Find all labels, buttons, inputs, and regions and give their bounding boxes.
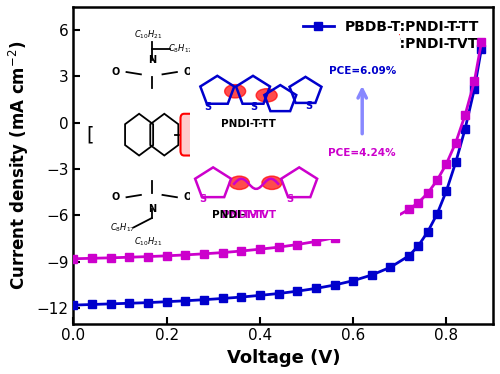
PBDB-T:PNDI-TVT — [182, 253, 188, 257]
PBDB-T:PNDI-T-TT — [462, 127, 468, 131]
PBDB-T:PNDI-T-TT — [453, 160, 459, 165]
PBDB-T:PNDI-TVT — [201, 252, 207, 256]
PBDB-T:PNDI-T-TT — [238, 295, 244, 299]
PBDB-T:PNDI-T-TT — [388, 265, 394, 270]
PBDB-T:PNDI-TVT — [238, 249, 244, 253]
PBDB-T:PNDI-T-TT — [406, 254, 412, 258]
PBDB-T:PNDI-TVT — [108, 255, 114, 260]
PBDB-T:PNDI-TVT — [313, 239, 319, 244]
Text: S: S — [204, 102, 212, 112]
Line: PBDB-T:PNDI-TVT: PBDB-T:PNDI-TVT — [70, 39, 485, 263]
PBDB-T:PNDI-TVT — [462, 113, 468, 117]
PBDB-T:PNDI-TVT — [126, 255, 132, 260]
PBDB-T:PNDI-TVT — [276, 245, 281, 249]
PBDB-T:PNDI-TVT — [369, 225, 375, 230]
PBDB-T:PNDI-TVT — [294, 242, 300, 247]
PBDB-T:PNDI-T-TT — [89, 302, 95, 307]
Legend: PBDB-T:PNDI-T-TT, PBDB-T:PNDI-TVT: PBDB-T:PNDI-T-TT, PBDB-T:PNDI-TVT — [300, 17, 482, 54]
PBDB-T:PNDI-TVT — [164, 254, 170, 258]
PBDB-T:PNDI-TVT — [350, 231, 356, 235]
PBDB-T:PNDI-T-TT — [201, 297, 207, 302]
PBDB-T:PNDI-TVT — [388, 218, 394, 222]
Text: O: O — [184, 192, 192, 202]
Text: O: O — [112, 67, 120, 77]
PBDB-T:PNDI-T-TT — [145, 300, 151, 305]
PBDB-T:PNDI-T-TT — [313, 286, 319, 291]
PBDB-T:PNDI-TVT — [89, 256, 95, 261]
PBDB-T:PNDI-T-TT — [472, 86, 478, 91]
PBDB-T:PNDI-TVT — [444, 162, 450, 166]
PBDB-T:PNDI-T-TT — [276, 291, 281, 296]
PBDB-T:PNDI-TVT — [70, 257, 76, 261]
Line: PBDB-T:PNDI-T-TT: PBDB-T:PNDI-T-TT — [70, 45, 485, 309]
PBDB-T:PNDI-T-TT — [108, 301, 114, 306]
Ellipse shape — [230, 176, 250, 190]
PBDB-T:PNDI-T-TT — [257, 293, 263, 298]
FancyBboxPatch shape — [186, 31, 402, 243]
PBDB-T:PNDI-TVT — [453, 140, 459, 145]
Ellipse shape — [256, 89, 277, 102]
Text: [: [ — [87, 125, 94, 144]
Text: PNDI-: PNDI- — [212, 210, 246, 220]
Text: N: N — [148, 55, 156, 65]
PBDB-T:PNDI-TVT — [472, 79, 478, 83]
PBDB-T:PNDI-T-TT — [126, 301, 132, 306]
PBDB-T:PNDI-T-TT — [220, 296, 226, 301]
Y-axis label: Current density (mA cm$^{-2}$): Current density (mA cm$^{-2}$) — [7, 41, 31, 290]
PBDB-T:PNDI-T-TT — [478, 46, 484, 51]
Text: PCE=4.24%: PCE=4.24% — [328, 148, 396, 158]
X-axis label: Voltage (V): Voltage (V) — [226, 349, 340, 367]
PBDB-T:PNDI-TVT — [332, 236, 338, 240]
Text: ]: ] — [216, 125, 224, 144]
Text: O: O — [184, 67, 192, 77]
Text: O: O — [112, 192, 120, 202]
PBDB-T:PNDI-TVT — [478, 40, 484, 45]
Text: n: n — [226, 144, 232, 154]
PBDB-T:PNDI-T-TT — [416, 243, 422, 248]
PBDB-T:PNDI-T-TT — [164, 300, 170, 304]
PBDB-T:PNDI-TVT — [220, 250, 226, 255]
Text: PNDI-T-TT: PNDI-T-TT — [222, 119, 276, 129]
PBDB-T:PNDI-T-TT — [444, 188, 450, 193]
Text: TVT: TVT — [243, 210, 266, 220]
Text: Ar: Ar — [192, 130, 205, 140]
PBDB-T:PNDI-TVT — [425, 191, 431, 195]
PBDB-T:PNDI-T-TT — [350, 279, 356, 283]
Text: $C_{10}H_{21}$: $C_{10}H_{21}$ — [134, 29, 162, 41]
FancyBboxPatch shape — [180, 114, 216, 156]
PBDB-T:PNDI-T-TT — [294, 289, 300, 294]
PBDB-T:PNDI-T-TT — [182, 298, 188, 303]
Text: PCE=6.09%: PCE=6.09% — [328, 66, 396, 76]
Text: $C_{8}H_{17}$: $C_{8}H_{17}$ — [110, 221, 136, 234]
Text: $C_{8}H_{17}$: $C_{8}H_{17}$ — [168, 43, 193, 55]
PBDB-T:PNDI-T-TT — [332, 283, 338, 287]
Ellipse shape — [224, 85, 246, 98]
PBDB-T:PNDI-T-TT — [434, 212, 440, 216]
PBDB-T:PNDI-T-TT — [425, 230, 431, 234]
PBDB-T:PNDI-TVT — [406, 207, 412, 212]
PBDB-T:PNDI-T-TT — [70, 303, 76, 307]
Text: S: S — [250, 102, 258, 112]
Text: N: N — [148, 204, 156, 214]
PBDB-T:PNDI-TVT — [434, 178, 440, 183]
Text: $C_{10}H_{21}$: $C_{10}H_{21}$ — [134, 235, 162, 248]
Text: S: S — [306, 101, 313, 111]
PBDB-T:PNDI-TVT — [416, 200, 422, 205]
PBDB-T:PNDI-TVT — [257, 247, 263, 251]
PBDB-T:PNDI-TVT — [145, 254, 151, 259]
PBDB-T:PNDI-T-TT — [369, 273, 375, 277]
Text: S: S — [200, 194, 207, 203]
Text: PNDI-TVT: PNDI-TVT — [222, 210, 276, 220]
Text: S: S — [286, 194, 294, 203]
Ellipse shape — [262, 176, 282, 190]
